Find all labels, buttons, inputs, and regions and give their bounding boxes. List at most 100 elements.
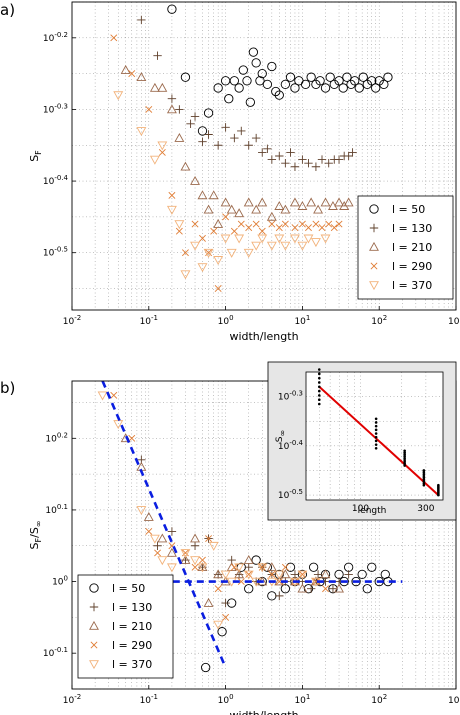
y-tick-label: 100 — [52, 575, 68, 588]
data-point — [217, 627, 227, 637]
data-point — [203, 204, 214, 214]
data-point — [136, 127, 147, 137]
legend-marker — [89, 620, 99, 630]
inset-point — [374, 421, 378, 424]
data-point — [220, 197, 231, 207]
data-point — [234, 563, 245, 573]
data-point — [166, 563, 177, 573]
y-tick-label: 100.2 — [45, 431, 68, 444]
inset-point — [403, 451, 406, 454]
data-point — [298, 155, 307, 164]
data-point — [334, 197, 345, 207]
inset-point — [403, 449, 406, 453]
data-point — [157, 82, 168, 92]
legend-label: l = 130 — [392, 222, 432, 235]
data-point — [268, 220, 276, 228]
inset-frame — [305, 371, 444, 501]
y-tick-label: 10-0.2 — [43, 31, 68, 44]
inset-point — [422, 471, 426, 474]
data-point — [281, 220, 289, 228]
data-point — [350, 76, 360, 86]
data-point — [320, 234, 331, 244]
legend-label: l = 370 — [392, 279, 432, 292]
axes-frame — [71, 380, 457, 690]
data-point — [221, 123, 230, 132]
data-point — [234, 83, 244, 93]
data-point — [289, 197, 300, 207]
data-point — [234, 234, 245, 244]
x-tick-label: 101 — [294, 314, 310, 327]
data-point — [334, 76, 344, 86]
data-point — [300, 79, 311, 90]
inset-x-tick-label: 300 — [417, 504, 434, 514]
inset-point — [374, 432, 378, 435]
data-point — [190, 112, 200, 121]
inset-point — [317, 398, 321, 401]
data-point — [258, 148, 267, 157]
x-tick-label: 102 — [371, 693, 387, 706]
data-point — [367, 562, 377, 572]
data-point — [328, 584, 338, 593]
panel-a-letter: a) — [0, 1, 15, 19]
legend-marker — [369, 223, 379, 233]
fit-line — [101, 380, 227, 669]
data-point — [174, 220, 185, 230]
data-point — [167, 94, 177, 103]
data-point — [149, 82, 160, 92]
data-point — [251, 204, 262, 214]
data-point — [306, 197, 317, 207]
data-point — [317, 155, 327, 164]
data-point — [255, 76, 265, 86]
data-point — [263, 144, 272, 154]
data-point — [199, 234, 206, 242]
data-point — [180, 554, 191, 564]
data-point — [344, 570, 353, 579]
x-tick-label: 103 — [448, 314, 460, 327]
x-tick-label: 102 — [371, 314, 387, 327]
data-point — [213, 218, 224, 228]
legend-marker — [89, 602, 99, 612]
x-tick-label: 10-2 — [63, 693, 81, 706]
data-point — [367, 76, 377, 86]
data-point — [290, 162, 300, 171]
data-point — [204, 130, 213, 139]
data-point — [310, 238, 321, 248]
data-point — [274, 201, 285, 210]
legend-marker — [369, 281, 379, 291]
legend-label: l = 210 — [112, 620, 152, 633]
data-point — [346, 79, 356, 90]
data-point — [311, 162, 321, 171]
y-axis-label: SF — [28, 150, 43, 162]
data-point — [213, 569, 224, 579]
data-point — [297, 583, 308, 593]
data-point — [166, 547, 177, 557]
x-tick-label: 10-1 — [140, 314, 158, 327]
data-point — [220, 570, 231, 580]
x-axis-label: width/length — [229, 330, 298, 343]
data-point — [312, 220, 320, 228]
data-point — [166, 205, 177, 215]
data-point — [274, 90, 284, 100]
legend-label: l = 210 — [392, 241, 432, 254]
data-point — [244, 141, 253, 150]
data-point — [298, 570, 306, 578]
data-point — [280, 79, 291, 90]
data-point — [257, 234, 268, 244]
data-point — [237, 126, 246, 136]
inset-point — [317, 402, 321, 406]
legend-marker — [89, 660, 99, 670]
data-point — [205, 535, 213, 543]
data-point — [214, 585, 222, 593]
data-point — [362, 584, 372, 594]
data-point — [306, 72, 316, 82]
y-tick-label: 10-0.4 — [43, 174, 69, 187]
data-point — [157, 533, 168, 543]
data-point — [251, 555, 261, 565]
data-point — [214, 285, 222, 292]
data-point — [113, 91, 124, 101]
inset-point — [422, 483, 426, 487]
data-point — [286, 148, 295, 157]
data-point — [275, 224, 283, 232]
data-point — [257, 68, 267, 79]
y-axis-label: SF/S∞ — [28, 521, 43, 550]
